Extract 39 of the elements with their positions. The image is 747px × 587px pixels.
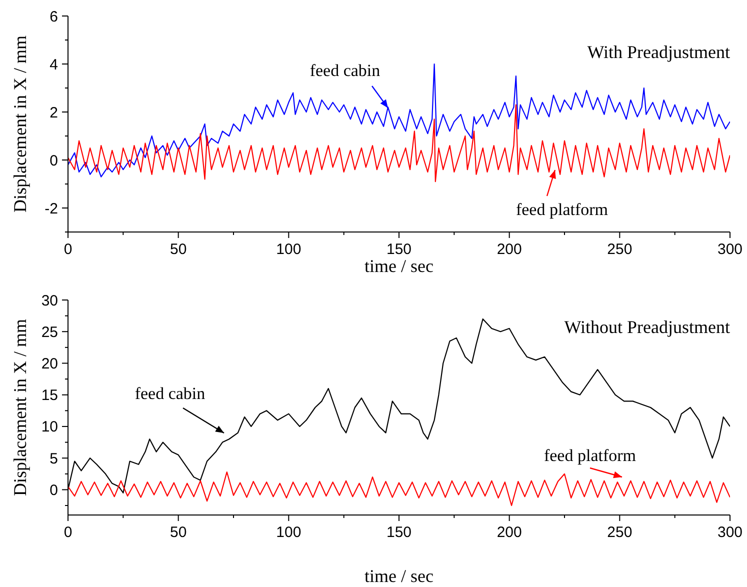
line-series: [68, 104, 730, 182]
line-series: [68, 63, 730, 178]
y-tick-label: -2: [44, 200, 58, 218]
x-tick-label: 150: [386, 524, 412, 541]
x-tick-label: 250: [607, 524, 632, 541]
y-tick-label: 5: [50, 450, 58, 468]
text: Without Preadjustment: [564, 317, 730, 337]
text: With Preadjustment: [587, 42, 730, 62]
y-tick-label: 0: [50, 152, 58, 170]
x-tick-label: 100: [276, 524, 302, 541]
x-axis-title: time / sec: [364, 256, 434, 276]
x-tick-label: 250: [607, 241, 632, 258]
y-tick-label: 2: [50, 104, 58, 122]
y-tick-label: 6: [50, 8, 58, 26]
y-tick-label: 20: [41, 355, 58, 372]
y-tick-label: 25: [41, 324, 58, 341]
line-series: [68, 471, 730, 506]
series-label: feed platform: [544, 446, 636, 465]
legend-label: feed platform: [516, 200, 608, 219]
x-tick-label: 0: [64, 524, 72, 541]
text: feed cabin: [134, 384, 206, 403]
x-tick-label: 50: [170, 241, 187, 258]
y-tick-label: 15: [41, 387, 58, 404]
y-axis-title: Displacement in X / mm: [10, 319, 30, 496]
y-tick-label: 30: [41, 292, 58, 310]
y-axis-title: Displacement in X / mm: [10, 36, 30, 212]
x-tick-label: 50: [170, 524, 187, 541]
y-tick-label: 10: [41, 418, 58, 436]
x-tick-label: 300: [717, 241, 743, 258]
x-tick-label: 300: [717, 524, 743, 541]
x-tick-label: 150: [386, 241, 412, 258]
x-tick-label: 100: [276, 241, 302, 258]
y-tick-label: 0: [50, 482, 58, 499]
x-axis-title: time / sec: [364, 566, 434, 586]
series-label: feed cabin: [310, 61, 381, 80]
x-tick-label: 0: [64, 241, 72, 258]
x-tick-label: 200: [496, 524, 522, 541]
x-tick-label: 200: [496, 241, 522, 258]
y-tick-label: 4: [50, 56, 58, 74]
